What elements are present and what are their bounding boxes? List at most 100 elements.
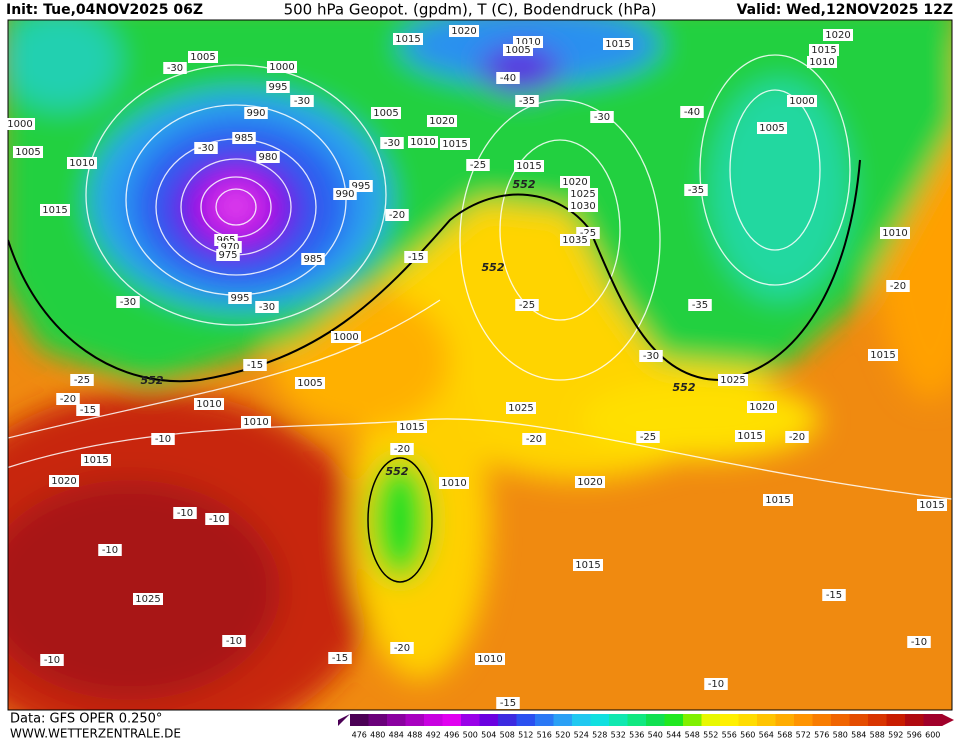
isobar-label: 1020 <box>451 26 476 37</box>
isobar-label: 1015 <box>399 422 424 433</box>
colorbar-swatch <box>479 714 499 726</box>
temperature-label: -25 <box>74 375 90 386</box>
temperature-label-box <box>194 142 218 154</box>
isobar-label: 995 <box>351 181 370 192</box>
colorbar-swatch <box>516 714 536 726</box>
isobar-label: 975 <box>218 250 237 261</box>
colorbar-arrow-left <box>338 714 350 726</box>
colorbar-swatch <box>831 714 850 726</box>
colorbar-swatch <box>849 714 869 726</box>
temperature-label: -20 <box>394 643 410 654</box>
isobar-label: 990 <box>335 189 354 200</box>
temperature-label-box <box>243 359 267 371</box>
isobar-label: 1010 <box>809 57 834 68</box>
temperature-label-box <box>496 72 520 84</box>
temperature-label: -15 <box>332 653 348 664</box>
isobar-label-box <box>787 95 817 107</box>
colorbar-swatch <box>609 714 628 726</box>
colorbar-swatch <box>738 714 758 726</box>
colorbar-swatch <box>442 714 462 726</box>
isobar-label-box <box>40 204 70 216</box>
height-label: 552 <box>482 261 505 274</box>
isobar-label: 985 <box>234 133 253 144</box>
isobar-label-box <box>256 151 280 163</box>
height-label: 552 <box>673 381 696 394</box>
temperature-label: -35 <box>692 300 708 311</box>
temperature-label-box <box>515 95 539 107</box>
temperature-label-box <box>684 184 708 196</box>
colorbar-tick-label: 476 <box>352 731 367 740</box>
isobar-label: 1035 <box>562 235 587 246</box>
colorbar-tick-label: 600 <box>925 731 940 740</box>
temperature-label-box <box>151 433 175 445</box>
valid-time: Valid: Wed,12NOV2025 12Z <box>737 2 953 18</box>
temperature-label: -40 <box>500 73 516 84</box>
isobar-label: 1015 <box>575 560 600 571</box>
colorbar-tick-label: 588 <box>870 731 885 740</box>
isobar-label: 1005 <box>297 378 322 389</box>
temperature-label: -10 <box>226 636 242 647</box>
isobar-label-box <box>67 157 97 169</box>
isobar-label-box <box>503 44 533 56</box>
isobar-label: 995 <box>230 293 249 304</box>
isobar-label: 970 <box>220 242 239 253</box>
temperature-label-box <box>515 299 539 311</box>
colorbar-swatch <box>905 714 924 726</box>
isobar-label: 1000 <box>7 119 32 130</box>
isobar-label-box <box>603 38 633 50</box>
colorbar-arrow-right <box>942 714 954 726</box>
isobar-label: 1015 <box>811 45 836 56</box>
temperature-label-box <box>255 301 279 313</box>
temperature-label: -40 <box>684 107 700 118</box>
isobar-label-box <box>267 61 297 73</box>
isobar-label: 1030 <box>570 201 595 212</box>
temperature-label: -15 <box>826 590 842 601</box>
isobar-label-box <box>823 29 853 41</box>
isobar-label-box <box>216 249 240 261</box>
isobar-label: 1020 <box>51 476 76 487</box>
temperature-label-box <box>76 404 100 416</box>
height-label: 552 <box>386 465 409 478</box>
temperature-label-box <box>390 443 414 455</box>
temperature-label-box <box>688 299 712 311</box>
isobar-label-box <box>81 454 111 466</box>
temperature-label: -25 <box>640 432 656 443</box>
isobar-label-box <box>573 559 603 571</box>
temperature-label: -20 <box>526 434 542 445</box>
isobar-label: 1025 <box>570 189 595 200</box>
isobar-label: 1000 <box>333 332 358 343</box>
isobar-label-box <box>568 188 598 200</box>
temperature-label: -30 <box>643 351 659 362</box>
colorbar-swatch <box>387 714 406 726</box>
temperature-label: -15 <box>80 405 96 416</box>
isobar-label-box <box>868 349 898 361</box>
colorbar-tick-label: 580 <box>833 731 848 740</box>
isobar-label: 1015 <box>605 39 630 50</box>
temperature-label: -35 <box>688 185 704 196</box>
colorbar-tick-label: 552 <box>703 731 718 740</box>
colorbar-swatch <box>775 714 795 726</box>
temperature-label: -10 <box>911 637 927 648</box>
colorbar-tick-label: 480 <box>370 731 385 740</box>
isobar-label-box <box>301 253 325 265</box>
isobar-label: 1010 <box>196 399 221 410</box>
temperature-label: -30 <box>594 112 610 123</box>
colorbar-swatch <box>683 714 702 726</box>
colorbar-tick-label: 568 <box>777 731 792 740</box>
colorbar-tick-label: 508 <box>500 731 515 740</box>
isobar-label-box <box>427 115 457 127</box>
colorbar-tick-label: 596 <box>907 731 922 740</box>
isobar-label: 1015 <box>83 455 108 466</box>
colorbar-tick-label: 492 <box>426 731 441 740</box>
isobar-label-box <box>475 653 505 665</box>
isobar-label-box <box>440 138 470 150</box>
isobar-label-box <box>331 331 361 343</box>
colorbar-tick-label: 576 <box>814 731 829 740</box>
isobar-label-box <box>747 401 777 413</box>
colorbar-swatch <box>886 714 906 726</box>
isobar-label: 1015 <box>442 139 467 150</box>
colorbar-tick-label: 512 <box>518 731 533 740</box>
isobar-label: 1015 <box>395 34 420 45</box>
temperature-label-box <box>636 431 660 443</box>
